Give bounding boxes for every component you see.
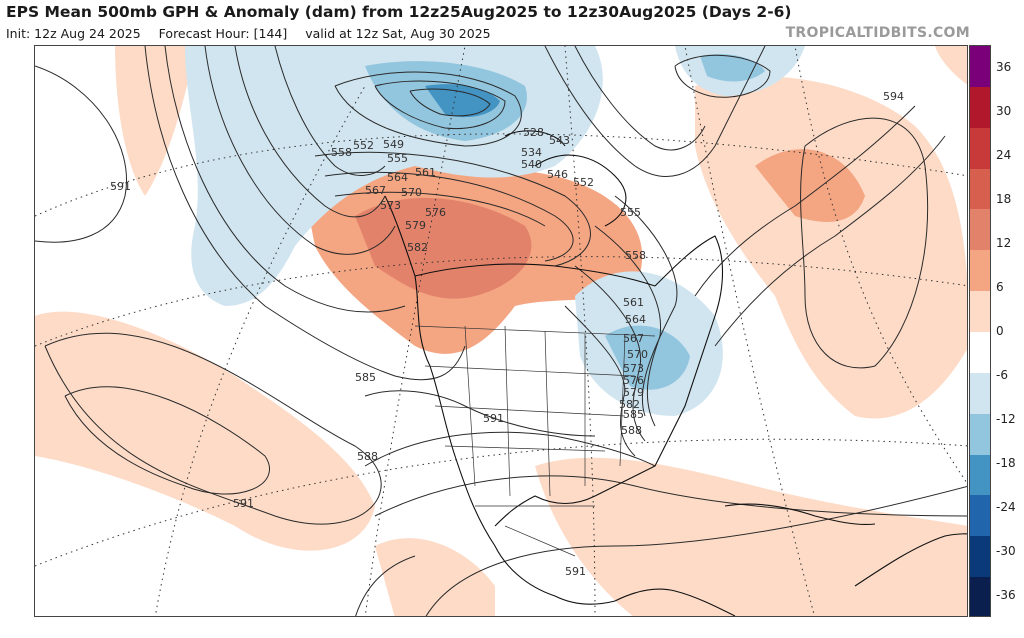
colorbar-tick-label: 0	[996, 324, 1004, 338]
contour-label: 555	[387, 152, 408, 165]
contour-label: 564	[387, 171, 408, 184]
init-time: Init: 12z Aug 24 2025	[6, 26, 141, 41]
colorbar-tick-label: -12	[996, 412, 1016, 426]
contour-label: 579	[623, 386, 644, 399]
anomaly-colorbar	[969, 45, 991, 617]
contour-label: 585	[623, 408, 644, 421]
contour-label: 573	[623, 362, 644, 375]
forecast-hour: Forecast Hour: [144]	[158, 26, 288, 41]
colorbar-tick-labels: 36 30 24 18 12 6 0 -6 -12 -18 -24 -30 -36	[992, 45, 1024, 617]
contour-label: 591	[565, 565, 586, 578]
contour-label: 561	[415, 166, 436, 179]
colorbar-swatch	[970, 291, 990, 333]
contour-label: 570	[401, 186, 422, 199]
contour-label: 558	[331, 146, 352, 159]
colorbar-swatch	[970, 372, 990, 415]
colorbar-tick-label: 36	[996, 60, 1012, 74]
contour-label: 552	[573, 176, 594, 189]
colorbar-tick-label: 6	[996, 280, 1004, 294]
contour-label: 579	[405, 219, 426, 232]
contour-label: 576	[425, 206, 446, 219]
map-canvas: 558 552 549 555 564 561 567 570 573 576 …	[35, 46, 967, 616]
contour-label: 594	[883, 90, 904, 103]
contour-label: 543	[549, 134, 570, 147]
colorbar-tick-label: 24	[996, 148, 1012, 162]
map-subtitle: Init: 12z Aug 24 2025 Forecast Hour: [14…	[6, 26, 505, 41]
contour-label: 573	[380, 199, 401, 212]
contour-label: 555	[620, 206, 641, 219]
contour-label: 591	[233, 497, 254, 510]
colorbar-tick-label: -36	[996, 588, 1016, 602]
colorbar-swatch	[970, 332, 990, 374]
colorbar-tick-label: 18	[996, 192, 1012, 206]
colorbar-swatch	[970, 209, 990, 251]
colorbar-swatch	[970, 86, 990, 129]
contour-label: 540	[521, 158, 542, 171]
colorbar-swatch	[970, 168, 990, 210]
coastlines	[384, 130, 967, 616]
lat-lon-grid	[35, 46, 967, 616]
contour-label: 546	[547, 168, 568, 181]
contour-label: 552	[353, 139, 374, 152]
colorbar-swatch	[970, 577, 990, 616]
contour-label: 582	[407, 241, 428, 254]
contour-label: 591	[110, 180, 131, 193]
height-contours	[35, 46, 967, 616]
contour-label: 588	[357, 450, 378, 463]
colorbar-swatch	[970, 413, 990, 456]
colorbar-swatch	[970, 495, 990, 537]
colorbar-tick-label: -30	[996, 544, 1016, 558]
colorbar-swatch	[970, 454, 990, 496]
contour-label: 528	[523, 126, 544, 139]
contour-label: 567	[365, 184, 386, 197]
contour-labels: 558 552 549 555 564 561 567 570 573 576 …	[110, 90, 904, 578]
colorbar-swatch	[970, 536, 990, 578]
colorbar-tick-label: 12	[996, 236, 1012, 250]
colorbar-swatch	[970, 250, 990, 292]
contour-label: 570	[627, 348, 648, 361]
state-borders	[414, 325, 656, 557]
contour-label: 549	[383, 138, 404, 151]
contour-label: 561	[623, 296, 644, 309]
valid-time: valid at 12z Sat, Aug 30 2025	[305, 26, 491, 41]
colorbar-tick-label: -24	[996, 500, 1016, 514]
contour-label: 585	[355, 371, 376, 384]
contour-label: 576	[623, 374, 644, 387]
contour-label: 534	[521, 146, 542, 159]
colorbar-tick-label: -18	[996, 456, 1016, 470]
contour-label: 558	[625, 249, 646, 262]
colorbar-tick-label: 30	[996, 104, 1012, 118]
contour-label: 564	[625, 313, 646, 326]
contour-label: 588	[621, 424, 642, 437]
colorbar-tick-label: -6	[996, 368, 1008, 382]
contour-label: 567	[623, 332, 644, 345]
map-panel: 558 552 549 555 564 561 567 570 573 576 …	[34, 45, 968, 617]
brand-watermark: TROPICALTIDBITS.COM	[785, 25, 970, 41]
contour-label: 582	[619, 398, 640, 411]
colorbar-swatch	[970, 127, 990, 170]
colorbar-swatch	[970, 46, 990, 88]
map-title: EPS Mean 500mb GPH & Anomaly (dam) from …	[6, 3, 792, 21]
contour-label: 591	[483, 412, 504, 425]
